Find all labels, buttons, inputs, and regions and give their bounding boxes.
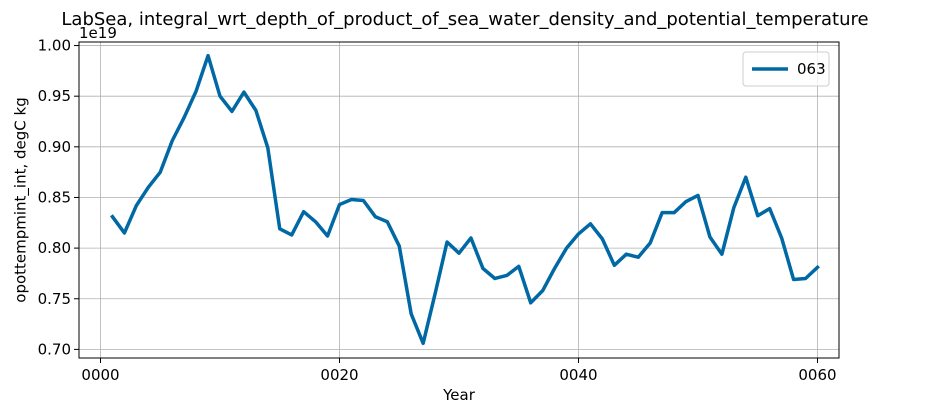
- chart-title: LabSea, integral_wrt_depth_of_product_of…: [61, 9, 868, 30]
- grid: [79, 42, 839, 358]
- plot-frame: [78, 41, 840, 359]
- y-tick-label: 1.00: [38, 37, 71, 55]
- y-tick-label: 0.75: [38, 290, 71, 308]
- x-tick-label: 0040: [559, 366, 597, 384]
- y-axis-offset-text: 1e19: [79, 24, 117, 42]
- y-tick-label: 0.90: [38, 138, 71, 156]
- y-tick-label: 0.95: [38, 87, 71, 105]
- y-axis-label: opottempmint_int, degC kg: [12, 97, 31, 302]
- legend: 063: [742, 51, 830, 87]
- x-tick-label: 0000: [81, 366, 119, 384]
- legend-entry-063: 063: [797, 60, 826, 78]
- y-tick-label: 0.85: [38, 188, 71, 206]
- y-axis: 0.70 0.75 0.80 0.85 0.90 0.95 1.00: [38, 37, 79, 358]
- x-tick-label: 0060: [798, 366, 836, 384]
- y-tick-label: 0.70: [38, 340, 71, 358]
- x-axis: 0000 0020 0040 0060: [81, 358, 837, 384]
- x-tick-label: 0020: [320, 366, 358, 384]
- series-layer: [110, 53, 820, 346]
- y-tick-label: 0.80: [38, 239, 71, 257]
- x-axis-label: Year: [442, 386, 476, 404]
- series-line-063: [110, 53, 820, 346]
